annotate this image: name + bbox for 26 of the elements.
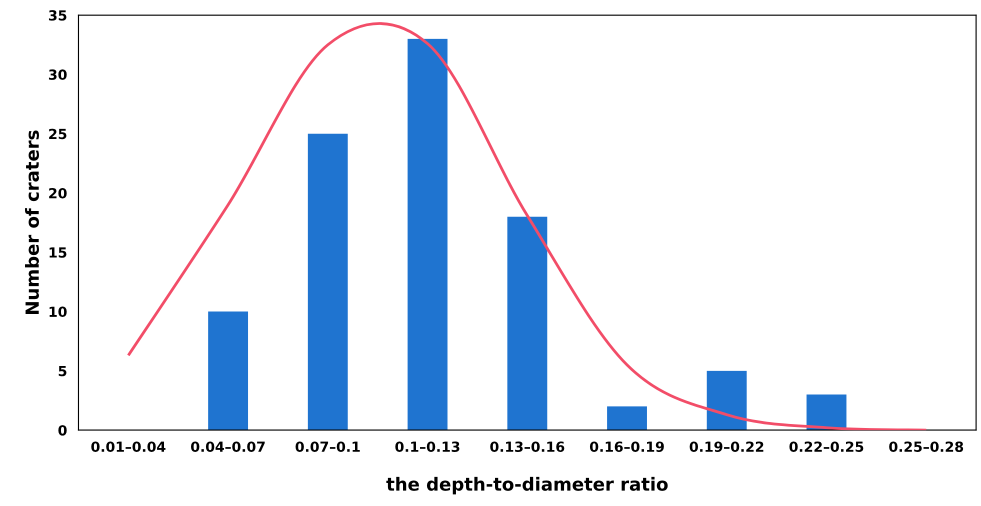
bar xyxy=(308,134,348,430)
x-tick-label: 0.19–0.22 xyxy=(690,441,764,452)
x-tick-label: 0.07–0.1 xyxy=(296,441,360,452)
bar xyxy=(507,216,548,430)
bar xyxy=(806,394,846,430)
y-axis-title: Number of craters xyxy=(25,130,39,314)
x-tick-label: 0.04–0.07 xyxy=(191,441,265,452)
y-tick-label: 35 xyxy=(48,10,66,21)
x-tick-label: 0.1–0.13 xyxy=(395,441,460,452)
bar xyxy=(408,38,448,430)
x-axis-title: the depth-to-diameter ratio xyxy=(386,476,668,494)
y-tick-label: 15 xyxy=(50,247,66,258)
y-tick-label: 30 xyxy=(48,69,67,80)
x-tick-label: 0.22–0.25 xyxy=(789,441,864,452)
y-tick-label: 5 xyxy=(58,366,66,376)
y-tick-label: 25 xyxy=(49,128,66,140)
bar xyxy=(607,406,647,430)
bar xyxy=(208,312,248,430)
y-tick-label: 0 xyxy=(58,425,67,436)
x-tick-label: 0.25–0.28 xyxy=(889,441,964,452)
y-tick-label: 10 xyxy=(50,306,67,318)
x-tick-label: 0.13–0.16 xyxy=(490,441,564,452)
x-tick-label: 0.16–0.19 xyxy=(590,441,664,452)
x-tick-label: 0.01–0.04 xyxy=(91,441,166,452)
y-tick-label: 20 xyxy=(49,188,67,198)
bar xyxy=(706,370,747,430)
